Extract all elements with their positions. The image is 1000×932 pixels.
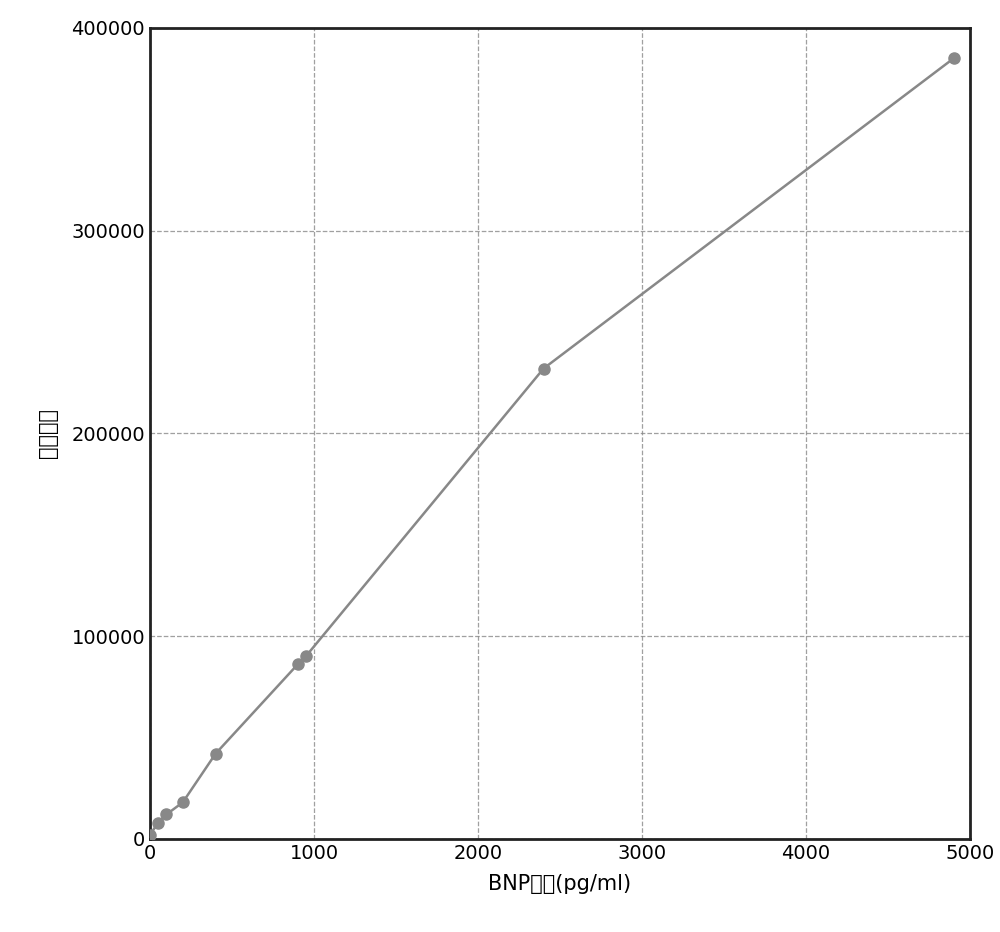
- X-axis label: BNP浓度(pg/ml): BNP浓度(pg/ml): [488, 874, 632, 894]
- Y-axis label: 荧光信号: 荧光信号: [38, 408, 58, 459]
